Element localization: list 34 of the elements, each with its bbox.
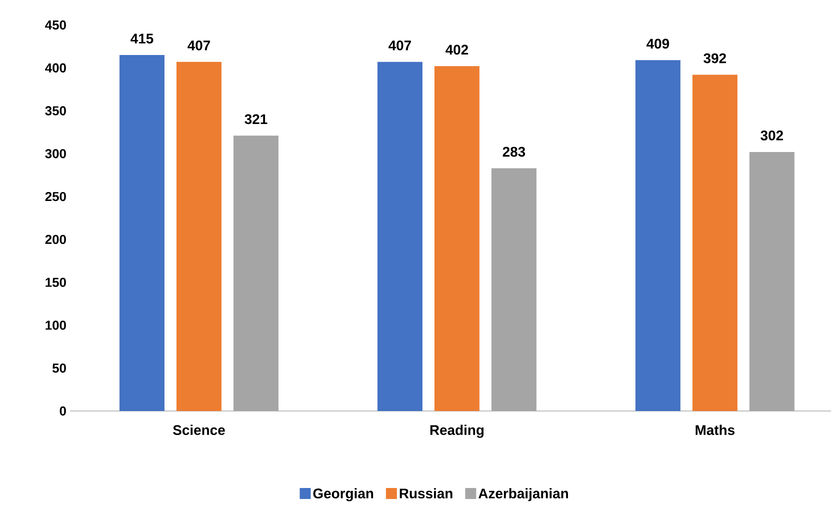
y-tick-label: 400 xyxy=(45,63,66,72)
bar xyxy=(176,62,222,411)
x-tick-label: Reading xyxy=(430,424,484,438)
legend-label: Azerbaijanian xyxy=(478,488,568,502)
legend-label: Georgian xyxy=(313,488,374,502)
bar xyxy=(692,74,738,411)
data-label: 409 xyxy=(646,38,670,49)
y-tick-label: 350 xyxy=(45,106,66,116)
legend-label: Russian xyxy=(400,488,452,498)
data-label: 415 xyxy=(130,34,154,44)
data-label: 407 xyxy=(188,40,210,50)
bar xyxy=(233,136,278,411)
bar xyxy=(491,168,536,411)
data-label: 402 xyxy=(446,44,468,55)
data-label: 321 xyxy=(244,114,268,124)
bar xyxy=(434,66,480,411)
data-label: 407 xyxy=(388,40,411,50)
y-tick-label: 150 xyxy=(46,278,66,287)
bar xyxy=(749,152,794,411)
y-tick-label: 250 xyxy=(45,192,66,202)
data-label: 392 xyxy=(704,53,726,64)
y-tick-label: 50 xyxy=(52,364,66,373)
bar xyxy=(635,60,680,411)
y-tick-label: 300 xyxy=(45,149,66,158)
y-tick-label: 200 xyxy=(45,234,66,244)
bar xyxy=(377,62,422,411)
x-tick-label: Maths xyxy=(696,424,735,436)
bar xyxy=(119,55,164,411)
y-tick-label: 0 xyxy=(60,406,66,416)
x-tick-label: Science xyxy=(173,424,225,436)
y-tick-label: 100 xyxy=(46,320,66,330)
data-label: 283 xyxy=(502,146,526,157)
data-label: 302 xyxy=(760,130,784,140)
y-tick-label: 450 xyxy=(45,20,66,30)
